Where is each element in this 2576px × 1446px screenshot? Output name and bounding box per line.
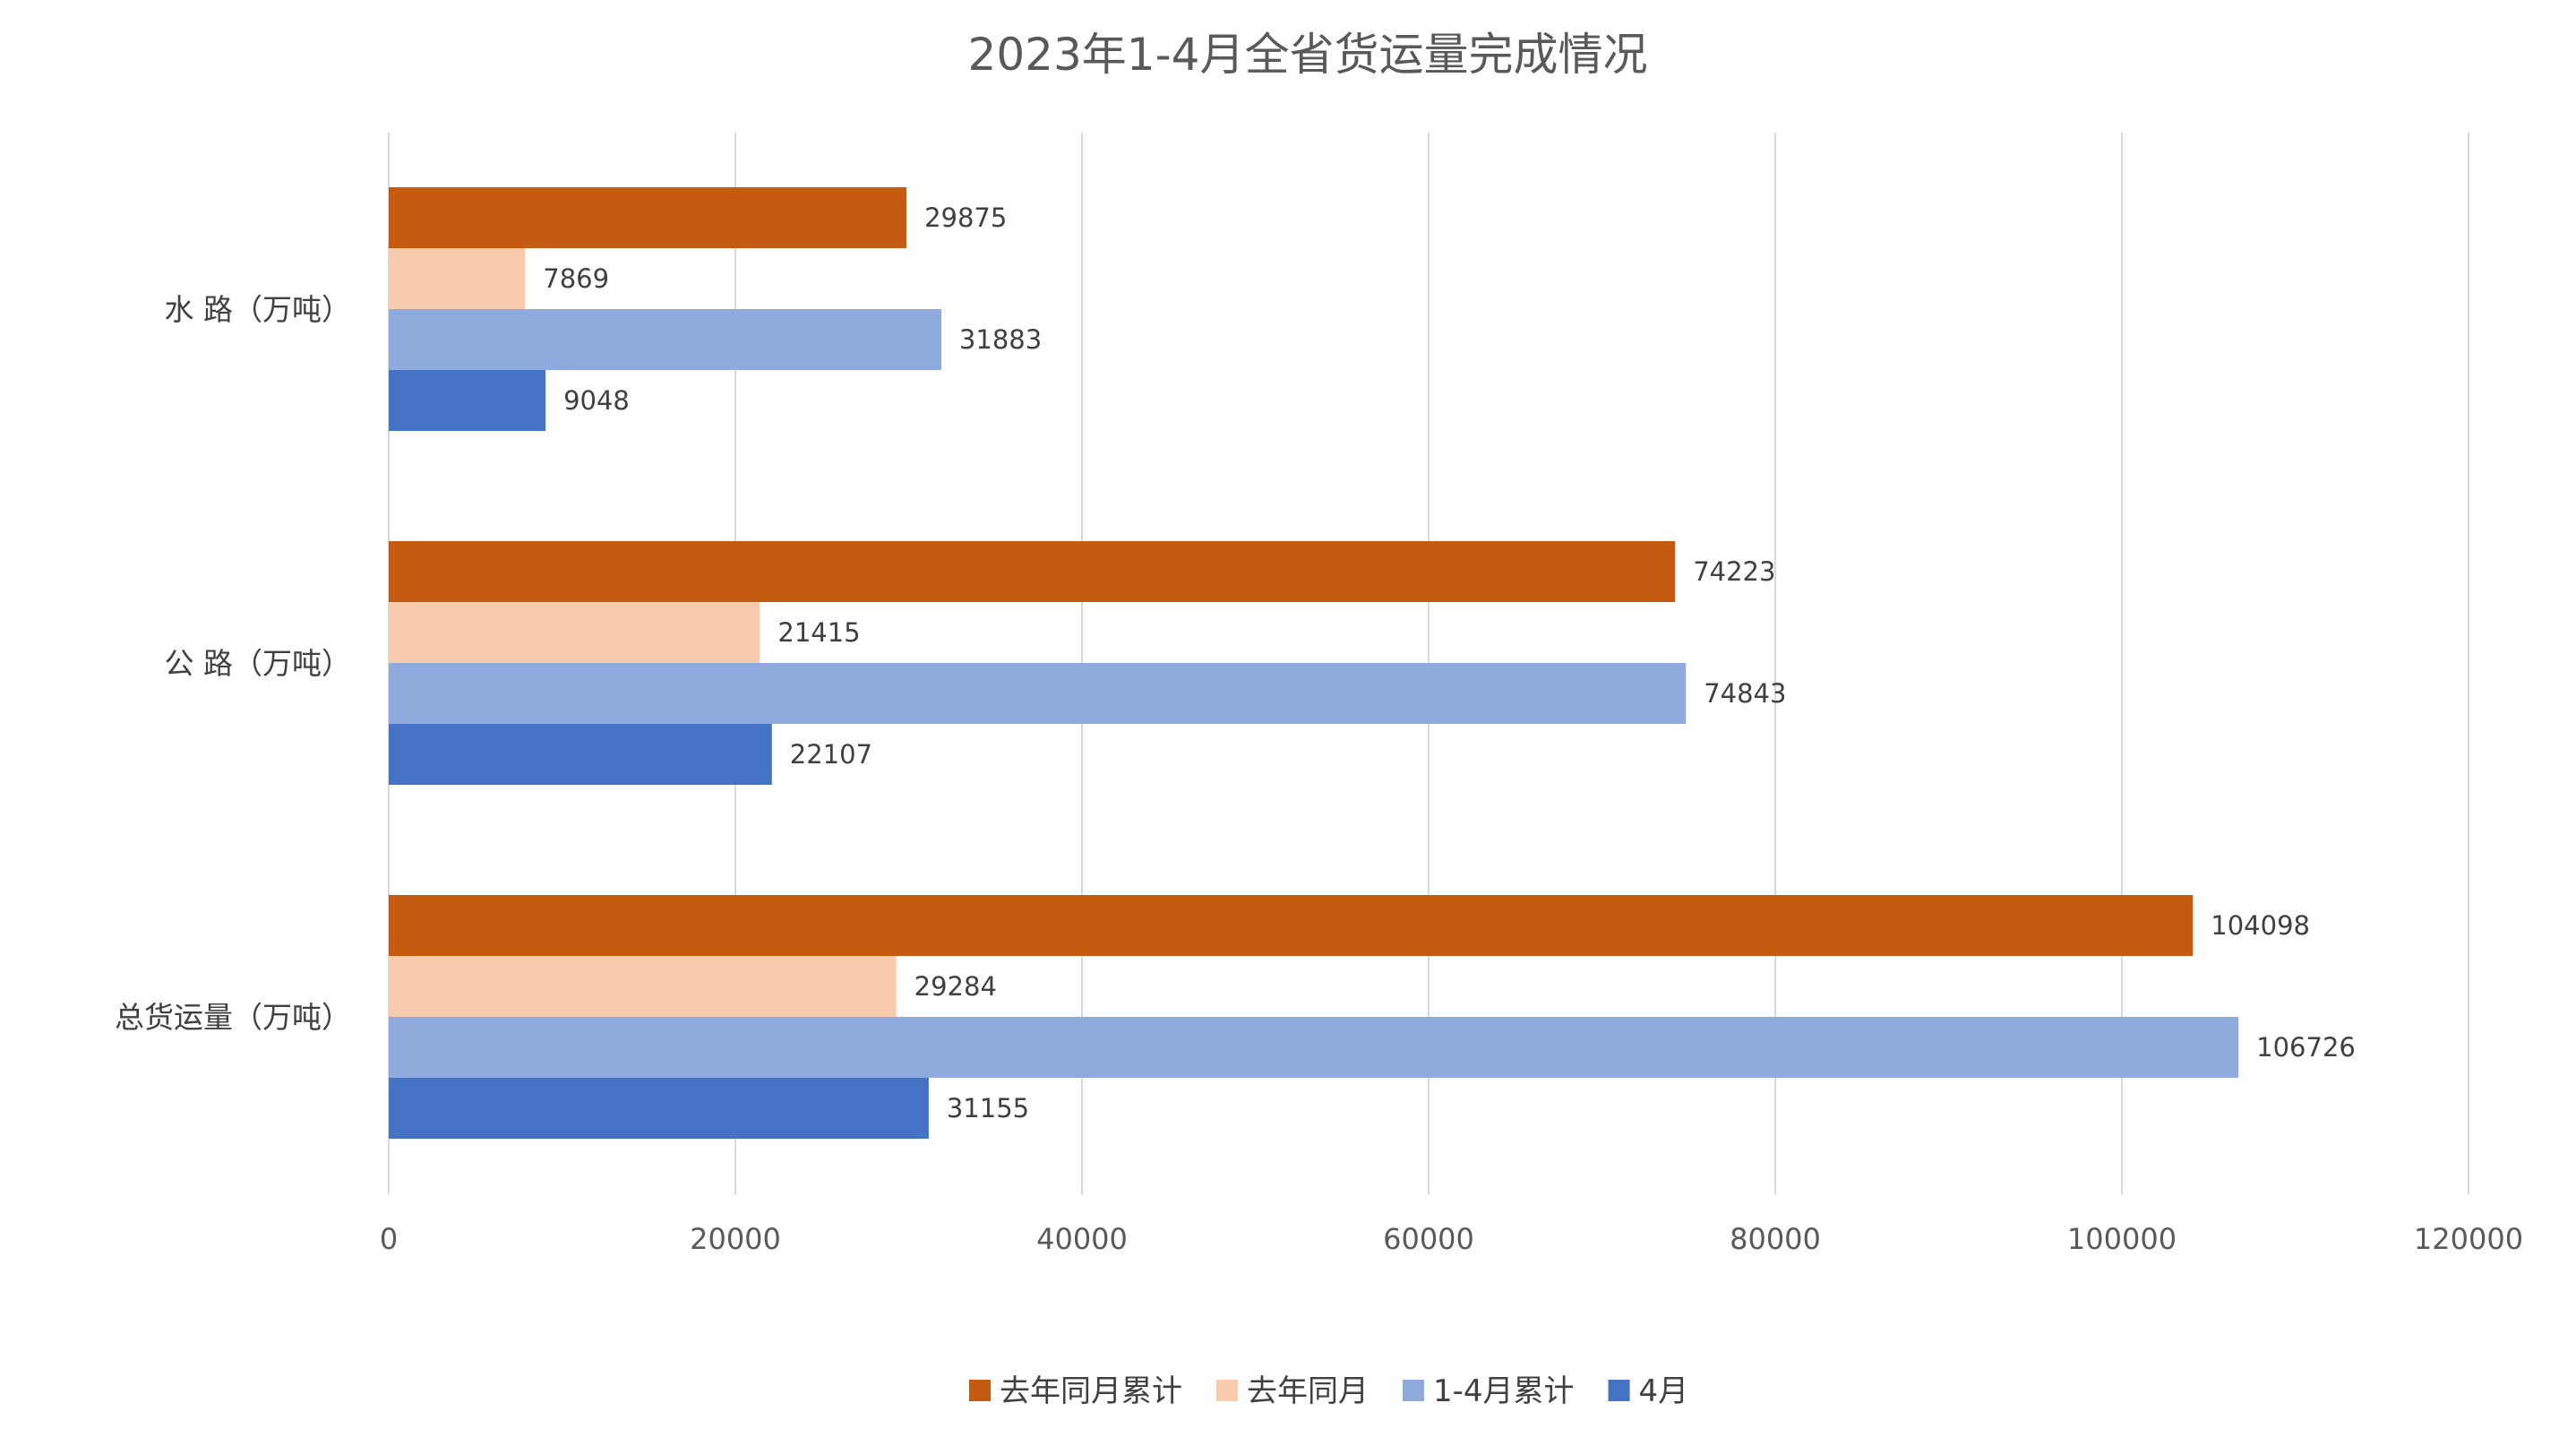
legend-swatch — [1403, 1380, 1424, 1401]
data-label: 31155 — [947, 1093, 1029, 1123]
bar — [389, 724, 772, 785]
bar — [389, 541, 1676, 602]
bar — [389, 895, 2194, 956]
x-tick-label: 80000 — [1730, 1222, 1821, 1256]
x-tick-label: 0 — [380, 1222, 398, 1256]
legend-label: 去年同月 — [1247, 1373, 1369, 1409]
bar — [389, 602, 760, 663]
legend-swatch — [969, 1380, 991, 1401]
data-label: 29284 — [914, 971, 997, 1002]
bars — [389, 187, 2239, 1139]
legend-swatch — [1216, 1380, 1238, 1401]
bar — [389, 1078, 929, 1139]
bar — [389, 370, 546, 431]
data-label: 22107 — [790, 739, 872, 770]
x-axis: 0 20000 40000 60000 80000 100000 120000 — [380, 1222, 2523, 1256]
data-label: 29875 — [924, 202, 1007, 233]
category-label: 公 路（万吨） — [165, 646, 352, 681]
bar — [389, 248, 526, 309]
data-label: 74843 — [1704, 678, 1786, 709]
legend-label: 去年同月累计 — [1000, 1373, 1182, 1409]
data-label: 7869 — [543, 263, 609, 294]
data-label: 31883 — [959, 324, 1042, 355]
x-tick-label: 60000 — [1383, 1222, 1474, 1256]
bar — [389, 663, 1687, 724]
y-axis: 水 路（万吨） 公 路（万吨） 总货运量（万吨） — [115, 292, 351, 1035]
data-label: 104098 — [2211, 910, 2310, 941]
data-label: 21415 — [777, 617, 860, 648]
x-tick-label: 40000 — [1036, 1222, 1128, 1256]
bar — [389, 1017, 2239, 1078]
data-label: 106726 — [2256, 1032, 2356, 1063]
category-label: 总货运量（万吨） — [115, 1000, 351, 1035]
x-tick-label: 20000 — [690, 1222, 781, 1256]
bar — [389, 956, 897, 1017]
legend-swatch — [1608, 1380, 1630, 1401]
chart-title: 2023年1-4月全省货运量完成情况 — [968, 29, 1648, 81]
data-label: 74223 — [1693, 556, 1775, 587]
bar — [389, 187, 907, 248]
category-label: 水 路（万吨） — [165, 292, 352, 327]
legend-label: 1-4月累计 — [1433, 1373, 1575, 1409]
x-tick-label: 100000 — [2067, 1222, 2177, 1256]
legend-label: 4月 — [1639, 1373, 1689, 1409]
x-tick-label: 120000 — [2414, 1222, 2523, 1256]
data-label: 9048 — [563, 385, 630, 416]
bar — [389, 309, 941, 370]
data-labels: 29875 7869 31883 9048 74223 21415 74843 22107 10… — [543, 202, 2356, 1123]
legend: 去年同月累计 去年同月 1-4月累计 4月 — [969, 1373, 1688, 1409]
